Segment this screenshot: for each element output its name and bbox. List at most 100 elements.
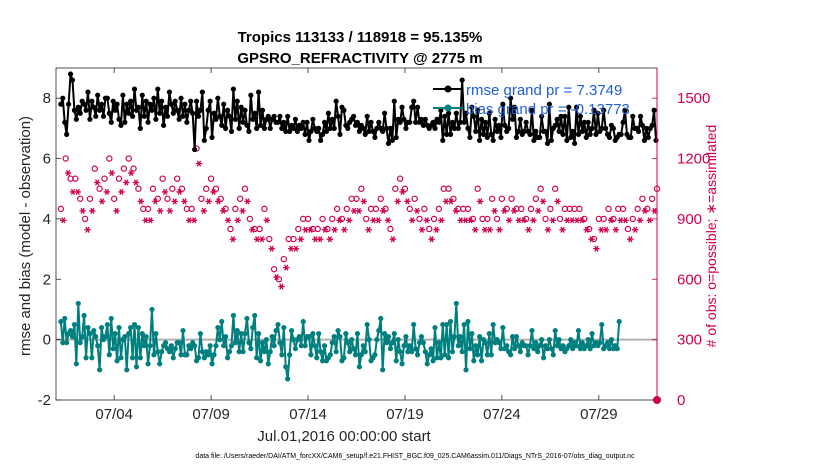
rmse-point [197,107,204,113]
obs-assimilated-point [379,207,387,214]
bias-point [444,321,450,328]
bias-point [217,337,223,343]
obs-possible-point [270,266,278,273]
rmse-point [451,125,458,131]
obs-possible-point [416,215,423,223]
rmse-point [440,137,446,144]
obs-assimilated-point [539,198,547,205]
rmse-point [593,131,599,137]
asterisk-stroke [521,217,526,224]
asterisk-stroke [492,207,497,214]
bias-point [467,346,473,352]
rmse-point [100,113,107,119]
bias-point [131,321,138,328]
rmse-point [126,110,132,116]
rmse-point [62,119,68,125]
asterisk-stroke [584,226,589,233]
y-tick-label: 6 [43,151,51,168]
bias-point [403,334,409,340]
bias-point [418,334,425,340]
rmse-point [302,131,308,137]
obs-possible-point [159,175,166,182]
bias-point [288,327,295,334]
bias-point [374,337,380,343]
asterisk-stroke [85,226,90,233]
rmse-point [279,125,285,131]
rmse-point [579,128,585,134]
bias-point [283,364,289,370]
obs-possible-point [537,185,544,192]
bias-point [236,349,242,355]
rmse-point [603,125,609,131]
bias-point [608,337,615,343]
x-axis: 07/04 07/09 07/14 07/19 07/24 07/29 [95,68,618,423]
rmse-point [455,125,461,131]
obs-possible-point [518,205,525,213]
rmse-point [508,95,514,101]
asterisk-stroke [298,236,303,243]
rmse-point [147,101,153,107]
bias-point [116,324,122,331]
rmse-point [645,134,651,141]
obs-assimilated-point [336,217,343,224]
rmse-point [85,89,91,95]
bias-point [376,327,382,334]
obs-assimilated-point [132,179,140,186]
bias-point [126,331,132,337]
rmse-point [190,110,196,116]
obs-assimilated-point [510,207,518,214]
bias-point [509,334,516,340]
obs-assimilated-point [239,207,246,214]
rmse-point [230,86,236,92]
asterisk-stroke [458,217,463,224]
rmse-point [368,119,374,125]
rmse-point [471,113,477,119]
bias-point [215,324,221,331]
bias-point [544,346,551,352]
bias-point [508,352,514,358]
rmse-point [240,119,246,125]
obs-assimilated-point [447,198,455,205]
bias-point [321,343,328,349]
rmse-point [145,119,151,125]
asterisk-stroke [109,169,114,177]
bias-point [525,352,531,358]
rmse-point [310,116,316,122]
obs-assimilated-point [631,226,639,233]
legend-bias-label: bias grand pr = -0.13773 [466,101,630,118]
bias-point [504,343,510,349]
rmse-point [248,92,254,98]
rmse-point [420,122,426,128]
bias-point [108,315,114,322]
rmse-point [403,125,409,131]
rmse-point [639,122,646,128]
rmse-point [399,104,405,110]
asterisk-stroke [448,198,454,205]
asterisk-stroke [221,207,226,214]
obs-assimilated-point [190,217,198,224]
rmse-point [409,104,415,110]
obs-possible-point [144,205,152,213]
rmse-point [215,95,221,101]
bias-point [614,346,620,352]
asterisk-stroke [211,188,216,196]
asterisk-stroke [182,198,187,205]
obs-possible-point [120,165,128,172]
bias-point [335,327,341,334]
bias-point [93,334,99,340]
rmse-point [511,104,518,110]
rmse-point [83,107,89,113]
bias-point [461,321,467,328]
rmse-point [637,113,644,119]
rmse-point [318,137,324,144]
asterisk-stroke [225,217,231,224]
obs-possible-point [484,215,491,223]
rmse-point [467,134,473,141]
asterisk-stroke [351,207,357,214]
asterisk-stroke [400,188,405,196]
obs-assimilated-point [118,188,125,196]
obs-possible-point [576,205,583,213]
obs-possible-point [445,185,452,192]
obs-assimilated-point [501,207,508,214]
bias-point [254,355,260,361]
